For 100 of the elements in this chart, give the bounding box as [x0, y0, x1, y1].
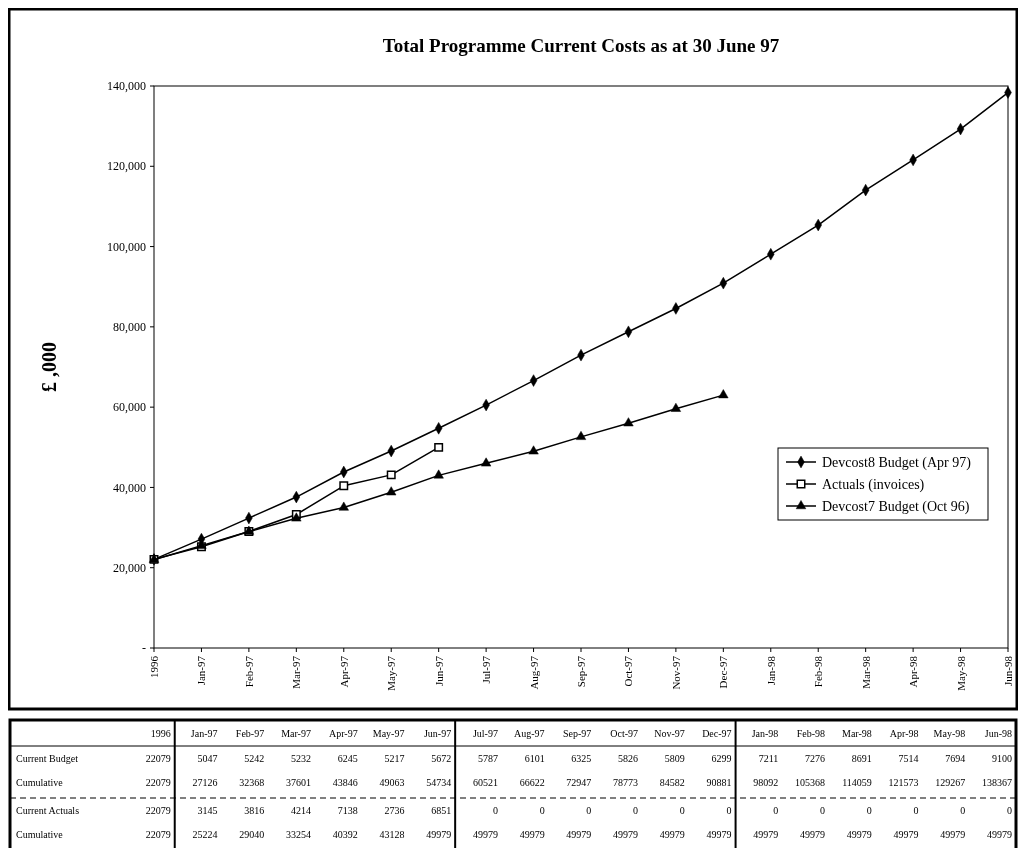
category-label: Feb-97 — [235, 728, 265, 739]
data-label: 0 — [866, 805, 872, 816]
category-label: Mar-98 — [841, 728, 872, 739]
legend-label: Devcost7 Budget (Oct 96) — [822, 498, 970, 515]
data-label: 6101 — [524, 753, 545, 764]
x-tick-label: Feb-98 — [812, 655, 825, 688]
x-tick-label: Jun-97 — [432, 655, 445, 686]
data-label: 0 — [1007, 805, 1012, 816]
data-label: 22079 — [145, 805, 171, 816]
x-tick-label: 1996 — [148, 655, 160, 678]
data-label: 49979 — [566, 829, 592, 840]
data-label: 78773 — [613, 777, 639, 788]
data-label: 5809 — [664, 753, 685, 764]
data-label: 49979 — [893, 829, 919, 840]
x-tick-label: Sep-97 — [575, 655, 587, 688]
data-label: 32368 — [239, 777, 265, 788]
category-label: Jun-97 — [423, 728, 452, 739]
category-label: Jan-97 — [190, 728, 218, 739]
category-label: Dec-97 — [702, 728, 732, 739]
data-label: 49979 — [613, 829, 639, 840]
legend-label: Actuals (invoices) — [822, 476, 925, 493]
data-label: 114059 — [842, 777, 872, 788]
data-label: 7514 — [898, 753, 919, 764]
data-label: 60521 — [472, 777, 498, 788]
data-label: 7694 — [945, 753, 966, 764]
y-tick-label: 20,000 — [113, 560, 146, 575]
data-label: 49979 — [940, 829, 966, 840]
category-label: Jul-97 — [472, 728, 498, 739]
x-tick-label: Mar-97 — [290, 655, 303, 689]
data-label: 22079 — [145, 829, 171, 840]
data-label: 0 — [913, 805, 919, 816]
category-label: Apr-97 — [329, 728, 358, 739]
category-label: Apr-98 — [889, 728, 919, 739]
data-label: 54734 — [426, 777, 452, 788]
x-tick-label: Apr-97 — [337, 655, 350, 688]
data-label: 6245 — [337, 753, 358, 764]
data-label: 7211 — [758, 753, 779, 764]
category-label: Sep-97 — [563, 728, 592, 739]
data-label: 49979 — [519, 829, 545, 840]
data-label: 5787 — [477, 753, 498, 764]
y-tick-label: 80,000 — [113, 320, 146, 335]
y-tick-label: - — [142, 641, 146, 656]
data-label: 40392 — [332, 829, 358, 840]
data-label: 5232 — [290, 753, 311, 764]
x-tick-label: May-97 — [385, 655, 398, 691]
data-label: 49063 — [379, 777, 405, 788]
category-label: Oct-97 — [610, 728, 639, 739]
category-label: Jun-98 — [984, 728, 1012, 739]
data-label: 9100 — [992, 753, 1012, 764]
x-tick-label: May-98 — [954, 655, 967, 691]
data-label: 66622 — [519, 777, 545, 788]
legend-label: Devcost8 Budget (Apr 97) — [822, 454, 972, 471]
data-label: 72947 — [566, 777, 592, 788]
data-label: 0 — [539, 805, 545, 816]
data-label: 5672 — [431, 753, 452, 764]
data-label: 6325 — [571, 753, 592, 764]
data-label: 0 — [960, 805, 966, 816]
x-tick-label: Oct-97 — [622, 655, 635, 687]
data-label: 0 — [679, 805, 685, 816]
text: Cumulative — [16, 777, 64, 788]
data-label: 0 — [773, 805, 779, 816]
data-label: 29040 — [239, 829, 265, 840]
data-label: 37601 — [285, 777, 311, 788]
data-label: 0 — [820, 805, 826, 816]
category-label: May-98 — [933, 728, 966, 739]
data-label: 3145 — [197, 805, 218, 816]
x-tick-label: Jan-97 — [195, 655, 208, 686]
data-label: 0 — [492, 805, 498, 816]
category-label: 1996 — [150, 728, 171, 739]
y-tick-label: 100,000 — [107, 239, 146, 254]
y-axis-title: £ ,000 — [38, 342, 60, 392]
data-label: 27126 — [192, 777, 218, 788]
data-label: 7138 — [337, 805, 358, 816]
data-label: 43128 — [379, 829, 405, 840]
data-label: 105368 — [795, 777, 826, 788]
data-label: 22079 — [145, 777, 171, 788]
data-label: 3816 — [244, 805, 265, 816]
category-label: Nov-97 — [654, 728, 685, 739]
data-label: 49979 — [987, 829, 1012, 840]
data-label: 129267 — [935, 777, 966, 788]
x-tick-label: Feb-97 — [242, 655, 255, 688]
category-label: Aug-97 — [514, 728, 545, 739]
data-label: 7276 — [805, 753, 826, 764]
data-label: 6851 — [431, 805, 452, 816]
data-label: 4214 — [290, 805, 311, 816]
data-label: 49979 — [472, 829, 498, 840]
x-tick-label: Mar-98 — [859, 655, 872, 689]
x-tick-label: Dec-97 — [717, 655, 730, 689]
data-label: 49979 — [753, 829, 779, 840]
series-label: Current Budget — [16, 753, 79, 764]
data-label: 5217 — [384, 753, 405, 764]
category-label: Jan-98 — [751, 728, 779, 739]
data-label: 22079 — [145, 753, 171, 764]
x-tick-label: Apr-98 — [907, 655, 920, 688]
text: Current Actuals — [16, 805, 80, 816]
data-label: 0 — [633, 805, 639, 816]
category-label: May-97 — [372, 728, 405, 739]
data-label: 0 — [586, 805, 592, 816]
data-label: 90881 — [706, 777, 732, 788]
x-tick-label: Aug-97 — [527, 655, 540, 690]
